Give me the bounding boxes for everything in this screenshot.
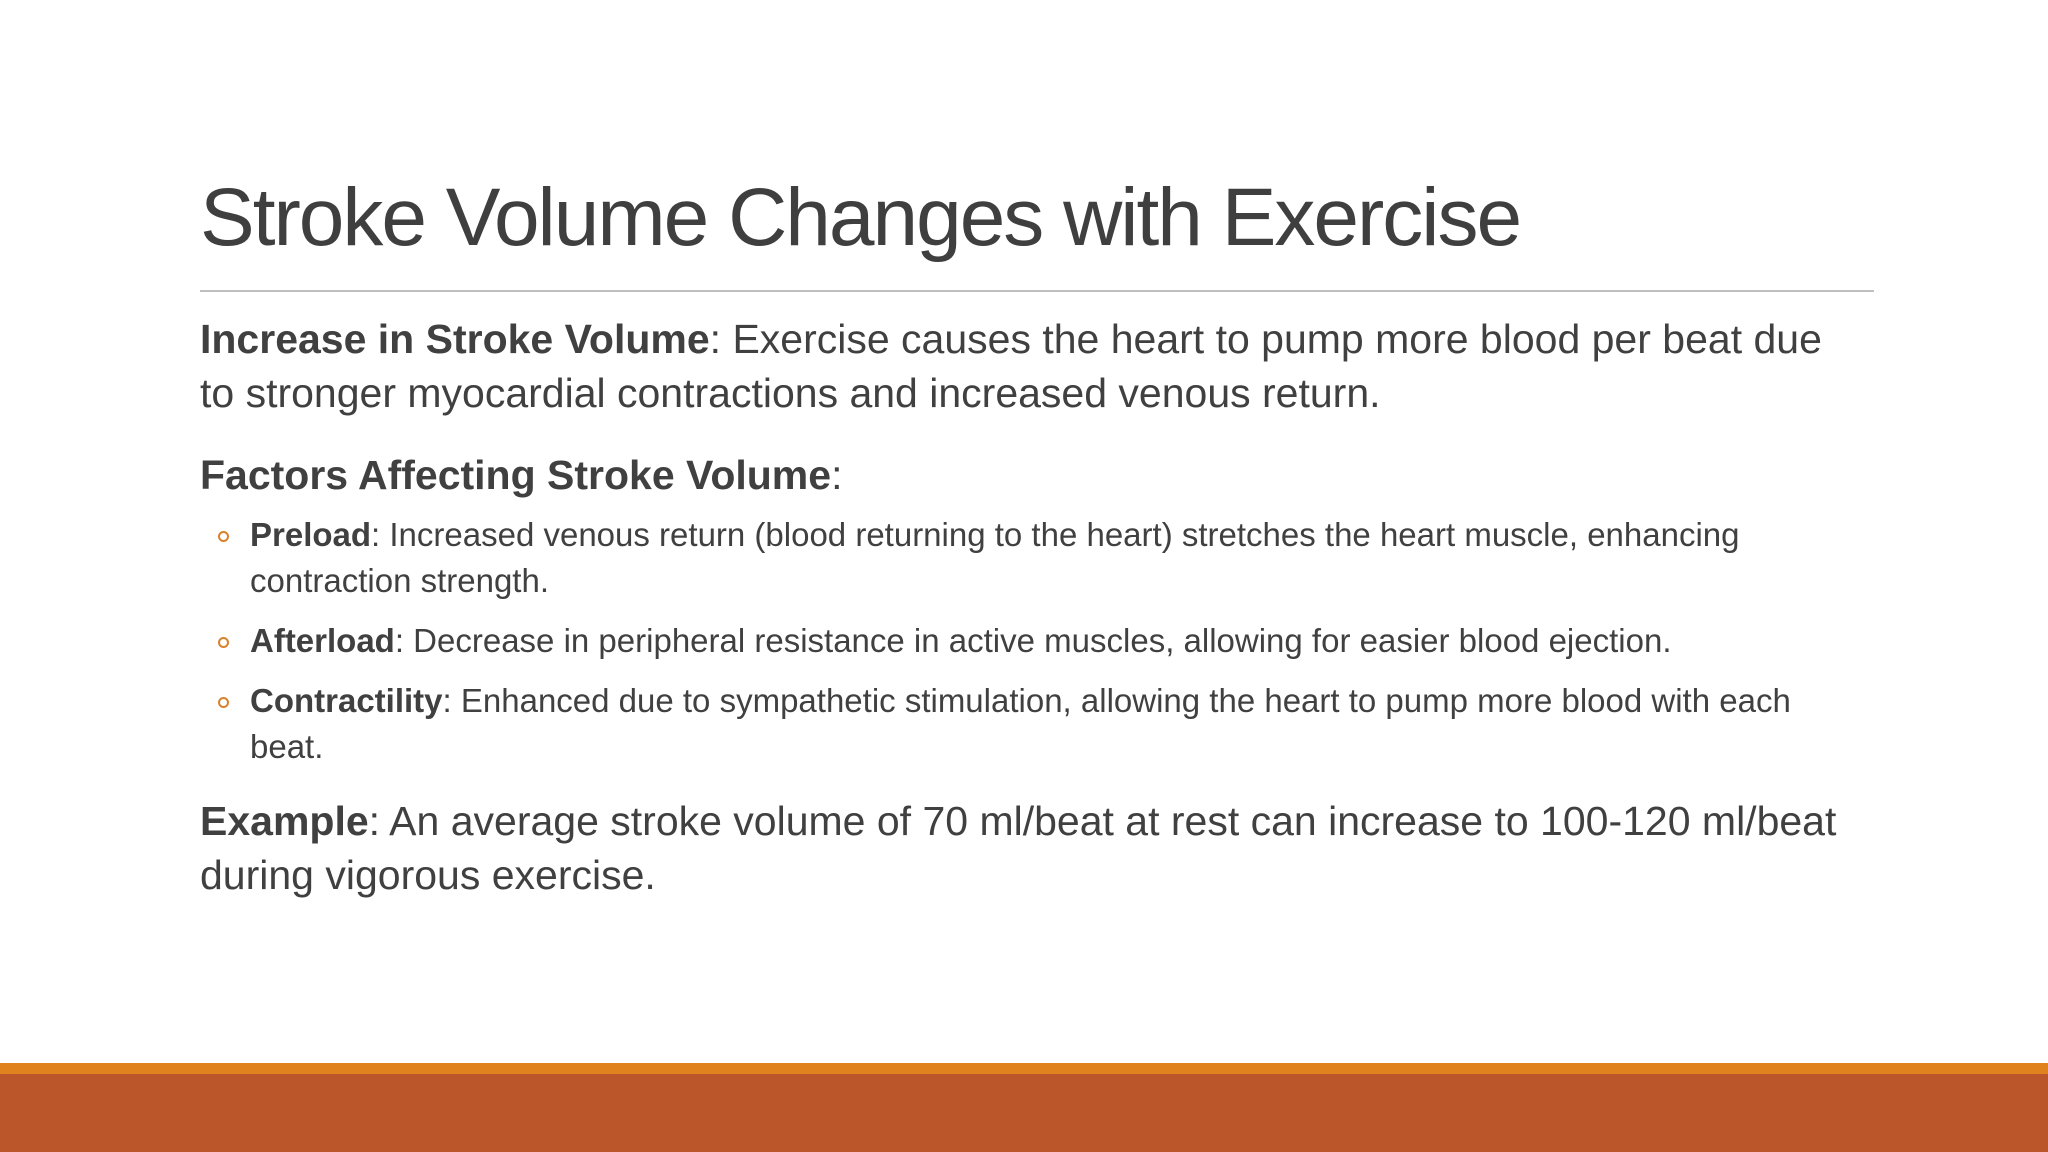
bold-label: Factors Affecting Stroke Volume [200,452,832,498]
paragraph: Factors Affecting Stroke Volume: [200,448,1850,502]
bullet-marker [218,637,229,648]
bullet-item: Afterload: Decrease in peripheral resist… [200,618,1850,664]
paragraph-text: : Exercise causes the heart to pump more… [200,316,1822,416]
footer-stripe [0,1063,2048,1074]
bullet-marker [218,531,229,542]
bold-label: Contractility [250,682,443,719]
bullet-item: Contractility: Enhanced due to sympathet… [200,678,1850,770]
bold-label: Preload [250,516,372,553]
bullet-list: Preload: Increased venous return (blood … [200,512,1850,770]
bold-label: Afterload [250,622,395,659]
bold-label: Example [200,798,369,844]
bullet-item: Preload: Increased venous return (blood … [200,512,1850,604]
paragraph: Example: An average stroke volume of 70 … [200,794,1850,902]
paragraph-text: : [831,452,843,498]
title-rule [200,290,1874,292]
bullet-text: : Increased venous return (blood returni… [250,516,1740,599]
paragraph: Increase in Stroke Volume: Exercise caus… [200,312,1850,420]
slide-title: Stroke Volume Changes with Exercise [200,172,1522,263]
bullet-marker [218,697,229,708]
slide-body: Increase in Stroke Volume: Exercise caus… [200,312,1850,930]
bullet-text: : Enhanced due to sympathetic stimulatio… [250,682,1791,765]
footer-bar [0,1074,2048,1152]
paragraph-text: : An average stroke volume of 70 ml/beat… [200,798,1837,898]
bullet-text: : Decrease in peripheral resistance in a… [394,622,1672,659]
bold-label: Increase in Stroke Volume [200,316,710,362]
